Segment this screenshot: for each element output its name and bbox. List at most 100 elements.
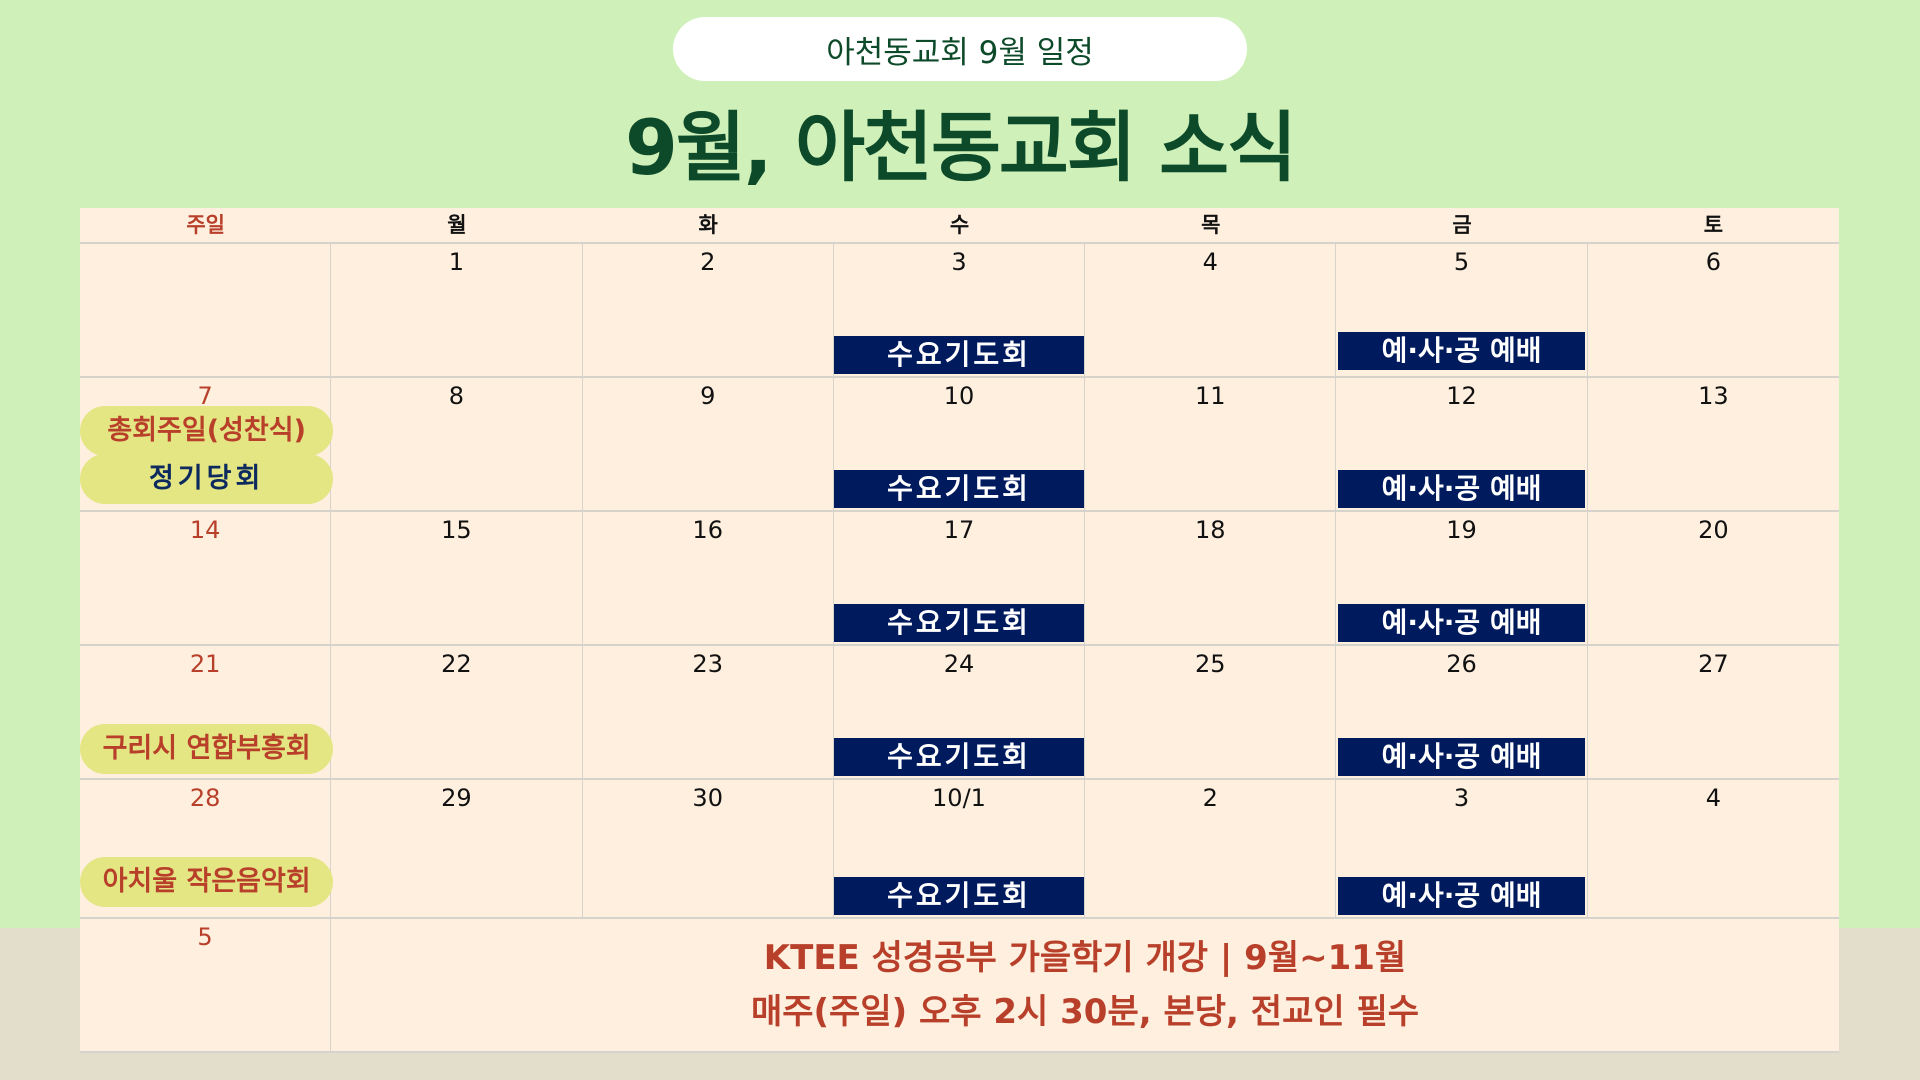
calendar-week-row: 28 아치울 작은음악회 29 30 10/1 수요기도회 2 3 예·사·공 예배 4 xyxy=(80,780,1839,919)
day-cell[interactable]: 19 예·사·공 예배 xyxy=(1336,512,1588,644)
weekday-label: 목 xyxy=(1201,213,1221,237)
day-number: 27 xyxy=(1698,650,1729,678)
day-cell[interactable]: 27 xyxy=(1588,646,1839,778)
event-wednesday-prayer[interactable]: 수요기도회 xyxy=(833,604,1085,642)
event-friday-worship[interactable]: 예·사·공 예배 xyxy=(1338,877,1585,915)
day-cell[interactable]: 30 xyxy=(583,780,834,917)
sunday-event[interactable]: 정기당회 xyxy=(80,454,334,504)
notice-line-1: KTEE 성경공부 가을학기 개강 | 9월~11월 xyxy=(763,938,1407,978)
calendar: 주일 월 화 수 목 금 토 1 2 3 수요기도회 4 5 예·사·공 예배 6 7 총회주일(성찬식) 정기… xyxy=(80,208,1839,1053)
day-cell[interactable]: 22 xyxy=(331,646,583,778)
day-number: 15 xyxy=(441,516,472,544)
day-cell[interactable]: 14 xyxy=(80,512,332,644)
day-cell[interactable]: 3 예·사·공 예배 xyxy=(1336,780,1588,917)
day-cell[interactable]: 5 xyxy=(80,919,331,1051)
day-number: 3 xyxy=(951,248,967,276)
event-friday-worship[interactable]: 예·사·공 예배 xyxy=(1338,470,1585,508)
day-cell[interactable]: 3 수요기도회 xyxy=(833,244,1086,376)
event-friday-worship[interactable]: 예·사·공 예배 xyxy=(1338,738,1585,776)
day-cell[interactable]: 7 총회주일(성찬식) 정기당회 xyxy=(80,378,334,510)
calendar-week-row: 1 2 3 수요기도회 4 5 예·사·공 예배 6 xyxy=(80,244,1839,378)
day-cell[interactable]: 29 xyxy=(331,780,583,917)
day-number: 12 xyxy=(1446,382,1477,410)
day-cell[interactable]: 4 xyxy=(1588,780,1839,917)
day-cell[interactable]: 17 수요기도회 xyxy=(833,512,1086,644)
day-number: 2 xyxy=(700,248,716,276)
subtitle-pill: 아천동교회 9월 일정 xyxy=(673,17,1247,81)
day-cell[interactable]: 5 예·사·공 예배 xyxy=(1336,244,1588,376)
weekday-label: 화 xyxy=(698,213,718,237)
notice-line-2: 매주(주일) 오후 2시 30분, 본당, 전교인 필수 xyxy=(750,992,1420,1032)
day-number: 29 xyxy=(441,784,472,812)
day-number: 6 xyxy=(1705,248,1721,276)
day-number: 18 xyxy=(1195,516,1226,544)
day-cell[interactable]: 16 xyxy=(583,512,834,644)
event-wednesday-prayer[interactable]: 수요기도회 xyxy=(833,738,1085,776)
day-cell[interactable]: 24 수요기도회 xyxy=(833,646,1086,778)
day-number: 20 xyxy=(1698,516,1729,544)
day-number: 4 xyxy=(1705,784,1721,812)
day-number: 11 xyxy=(1195,382,1226,410)
day-number: 22 xyxy=(441,650,472,678)
day-number: 19 xyxy=(1446,516,1477,544)
event-friday-worship[interactable]: 예·사·공 예배 xyxy=(1338,604,1585,642)
day-number: 1 xyxy=(448,248,465,276)
day-number: 14 xyxy=(189,516,221,544)
day-cell[interactable]: 9 xyxy=(583,378,834,510)
day-number: 3 xyxy=(1453,784,1470,812)
weekday-label: 월 xyxy=(447,213,467,237)
day-cell[interactable]: 2 xyxy=(583,244,834,376)
weekday-label: 금 xyxy=(1452,213,1472,237)
day-cell[interactable]: 12 예·사·공 예배 xyxy=(1336,378,1588,510)
event-wednesday-prayer[interactable]: 수요기도회 xyxy=(833,336,1085,374)
day-number: 26 xyxy=(1446,650,1477,678)
day-number: 23 xyxy=(692,650,723,678)
weekday-label: 수 xyxy=(949,213,970,237)
event-wednesday-prayer[interactable]: 수요기도회 xyxy=(833,877,1085,915)
page-title: 9월, 아천동교회 소식 xyxy=(624,103,1297,192)
day-cell[interactable]: 10/1 수요기도회 xyxy=(833,780,1086,917)
day-cell[interactable]: 4 xyxy=(1085,244,1337,376)
day-cell[interactable]: 15 xyxy=(331,512,583,644)
day-number: 16 xyxy=(692,516,723,544)
day-number: 10/1 xyxy=(932,784,986,812)
day-number: 2 xyxy=(1202,784,1218,812)
day-cell[interactable]: 26 예·사·공 예배 xyxy=(1336,646,1588,778)
day-number: 4 xyxy=(1202,248,1218,276)
day-cell[interactable]: 25 xyxy=(1085,646,1337,778)
day-number: 9 xyxy=(700,382,716,410)
day-number: 21 xyxy=(189,650,221,678)
day-number: 28 xyxy=(189,784,221,812)
day-cell[interactable]: 13 xyxy=(1588,378,1839,510)
day-cell[interactable]: 2 xyxy=(1085,780,1337,917)
day-cell[interactable]: 18 xyxy=(1085,512,1337,644)
day-number: 5 xyxy=(1453,248,1470,276)
day-number: 5 xyxy=(197,923,213,951)
day-cell[interactable]: 20 xyxy=(1588,512,1839,644)
day-number: 8 xyxy=(448,382,465,410)
event-wednesday-prayer[interactable]: 수요기도회 xyxy=(833,470,1085,508)
sunday-event[interactable]: 아치울 작은음악회 xyxy=(80,857,334,907)
weekday-label: 토 xyxy=(1703,213,1724,237)
day-cell[interactable]: 6 xyxy=(1588,244,1839,376)
sunday-event[interactable]: 총회주일(성찬식) xyxy=(80,406,334,456)
weekday-label: 주일 xyxy=(186,213,225,237)
calendar-week-row: 14 15 16 17 수요기도회 18 19 예·사·공 예배 20 xyxy=(80,512,1839,646)
day-number: 24 xyxy=(943,650,975,678)
day-cell[interactable]: 21 구리시 연합부흥회 xyxy=(80,646,334,778)
day-cell[interactable]: 11 xyxy=(1085,378,1337,510)
day-cell[interactable] xyxy=(80,244,332,376)
day-number: 25 xyxy=(1195,650,1226,678)
day-cell[interactable]: 28 아치울 작은음악회 xyxy=(80,780,334,917)
calendar-week-row: 7 총회주일(성찬식) 정기당회 8 9 10 수요기도회 11 12 예·사·공 예배 13 xyxy=(80,378,1839,512)
notice-banner: KTEE 성경공부 가을학기 개강 | 9월~11월 매주(주일) 오후 2시 … xyxy=(331,919,1839,1051)
day-number xyxy=(80,244,330,248)
day-cell[interactable]: 23 xyxy=(583,646,834,778)
sunday-event[interactable]: 구리시 연합부흥회 xyxy=(80,724,334,774)
calendar-row-last: 5 KTEE 성경공부 가을학기 개강 | 9월~11월 매주(주일) 오후 2… xyxy=(80,919,1839,1053)
day-cell[interactable]: 10 수요기도회 xyxy=(833,378,1086,510)
day-cell[interactable]: 8 xyxy=(331,378,583,510)
day-number: 10 xyxy=(943,382,975,410)
day-cell[interactable]: 1 xyxy=(331,244,583,376)
event-friday-worship[interactable]: 예·사·공 예배 xyxy=(1338,332,1585,370)
